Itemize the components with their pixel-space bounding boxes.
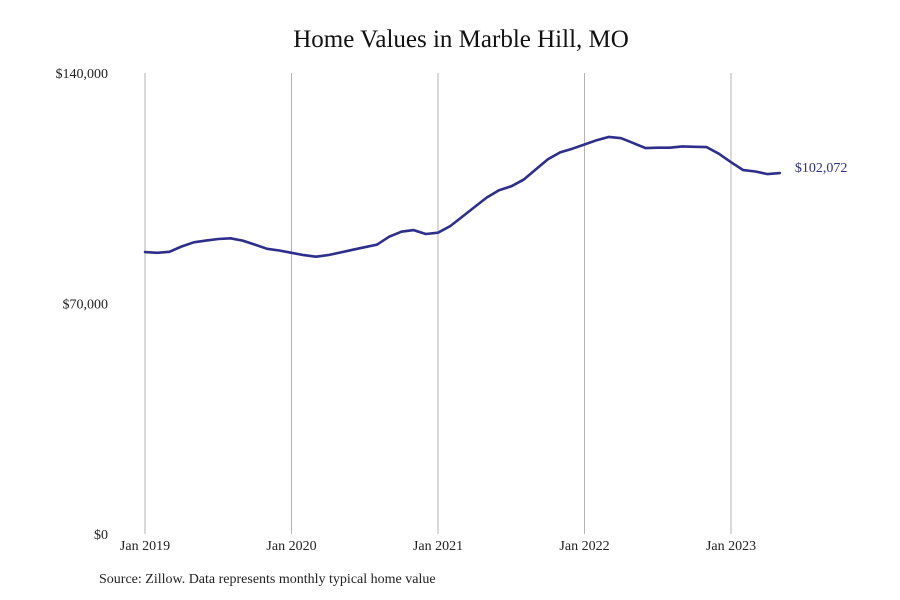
y-tick-label: $70,000	[63, 298, 109, 313]
y-tick-label: $140,000	[56, 67, 109, 82]
y-axis-ticks: $0 $70,000 $140,000	[56, 67, 109, 543]
x-tick-label: Jan 2021	[413, 539, 463, 554]
end-labels: $102,072	[795, 161, 848, 176]
x-tick-label: Jan 2023	[706, 539, 756, 554]
x-tick-label: Jan 2022	[559, 539, 609, 554]
y-tick-label: $0	[94, 528, 108, 543]
series-line	[143, 135, 782, 259]
chart-title: Home Values in Marble Hill, MO	[293, 26, 629, 53]
x-axis-ticks: Jan 2019 Jan 2020 Jan 2021 Jan 2022 Jan 2023	[120, 539, 756, 554]
end-value-label: $102,072	[795, 161, 848, 176]
x-tick-label: Jan 2020	[266, 539, 316, 554]
x-tick-label: Jan 2019	[120, 539, 170, 554]
series-lines	[143, 135, 782, 259]
gridlines	[144, 73, 732, 534]
source-note: Source: Zillow. Data represents monthly …	[99, 572, 436, 587]
